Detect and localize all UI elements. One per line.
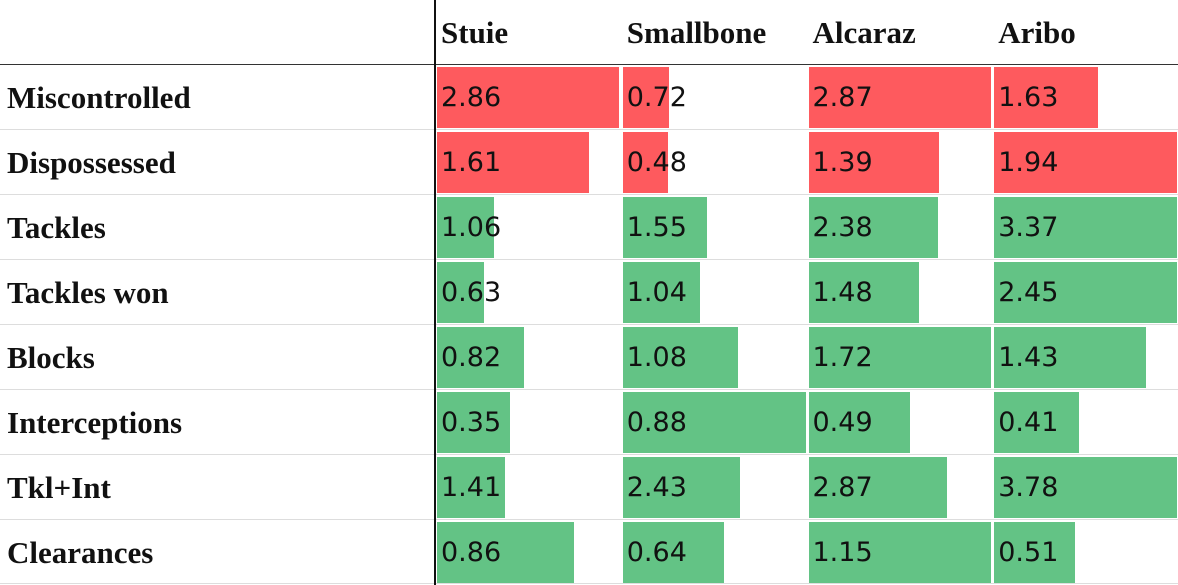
cell-value: 2.45 <box>998 277 1059 308</box>
cell-value: 2.87 <box>812 472 873 503</box>
bar <box>808 392 911 453</box>
cell-value: 0.63 <box>441 277 502 308</box>
bar <box>994 327 1147 388</box>
cell-value: 2.86 <box>441 82 502 113</box>
cell-value: 1.48 <box>812 277 873 308</box>
cell-value: 2.38 <box>812 212 873 243</box>
bar <box>622 67 669 128</box>
bar <box>622 132 668 193</box>
row-label: Tackles won <box>7 275 169 310</box>
cell-value: 0.35 <box>441 407 502 438</box>
cell-value: 1.63 <box>998 82 1059 113</box>
bar <box>437 522 574 583</box>
cell-value: 0.86 <box>441 537 502 568</box>
row-divider <box>0 194 1178 195</box>
bar <box>994 197 1177 258</box>
cell-value: 0.48 <box>626 147 687 178</box>
bar <box>994 522 1076 583</box>
row-label: Miscontrolled <box>7 80 191 115</box>
cell-value: 1.43 <box>998 342 1059 373</box>
cell-value: 0.72 <box>626 82 687 113</box>
bar <box>437 67 620 128</box>
row-label: Clearances <box>7 535 154 570</box>
row-divider <box>0 64 1178 65</box>
bar <box>622 522 725 583</box>
bar <box>437 327 525 388</box>
bar <box>622 262 701 323</box>
column-header: Smallbone <box>626 15 767 50</box>
cell-value: 0.64 <box>626 537 687 568</box>
bar <box>994 67 1099 128</box>
row-divider <box>0 519 1178 520</box>
bar <box>622 392 806 453</box>
column-header: Aribo <box>998 15 1076 50</box>
bar <box>622 197 707 258</box>
cell-value: 1.41 <box>441 472 502 503</box>
bar <box>994 262 1177 323</box>
cell-value: 3.37 <box>998 212 1059 243</box>
cell-value: 1.08 <box>626 342 687 373</box>
row-divider <box>0 259 1178 260</box>
bar <box>437 197 495 258</box>
row-divider <box>0 129 1178 130</box>
cell-value: 2.87 <box>812 82 873 113</box>
cell-value: 0.88 <box>626 407 687 438</box>
cell-value: 1.94 <box>998 147 1059 178</box>
bar <box>808 457 948 518</box>
cell-value: 1.06 <box>441 212 502 243</box>
row-label: Interceptions <box>7 405 183 440</box>
row-divider <box>0 324 1178 325</box>
bar <box>808 132 940 193</box>
row-divider <box>0 583 1178 584</box>
bar <box>808 262 919 323</box>
bar <box>808 197 938 258</box>
bar <box>994 132 1177 193</box>
row-label: Dispossessed <box>7 145 176 180</box>
bar <box>437 132 589 193</box>
bar <box>808 327 992 388</box>
cell-value: 1.55 <box>626 212 687 243</box>
bar <box>808 522 992 583</box>
bar <box>437 262 484 323</box>
column-header: Stuie <box>441 15 509 50</box>
bar <box>622 327 738 388</box>
cell-value: 1.39 <box>812 147 873 178</box>
cell-value: 0.49 <box>812 407 873 438</box>
bar <box>437 457 506 518</box>
row-divider <box>0 389 1178 390</box>
row-label: Tkl+Int <box>7 470 111 505</box>
bar <box>622 457 741 518</box>
row-label: Tackles <box>7 210 106 245</box>
bar <box>994 392 1080 453</box>
cell-value: 3.78 <box>998 472 1059 503</box>
cell-value: 1.61 <box>441 147 502 178</box>
row-label: Blocks <box>7 340 95 375</box>
cell-value: 0.41 <box>998 407 1059 438</box>
row-divider <box>0 454 1178 455</box>
bar <box>437 392 510 453</box>
cell-value: 0.82 <box>441 342 502 373</box>
cell-value: 2.43 <box>626 472 687 503</box>
cell-value: 1.15 <box>812 537 873 568</box>
cell-value: 1.72 <box>812 342 873 373</box>
cell-value: 1.04 <box>626 277 687 308</box>
bar <box>994 457 1177 518</box>
column-header: Alcaraz <box>812 15 916 50</box>
cell-value: 0.51 <box>998 537 1059 568</box>
column-divider <box>434 0 436 585</box>
bar <box>808 67 992 128</box>
